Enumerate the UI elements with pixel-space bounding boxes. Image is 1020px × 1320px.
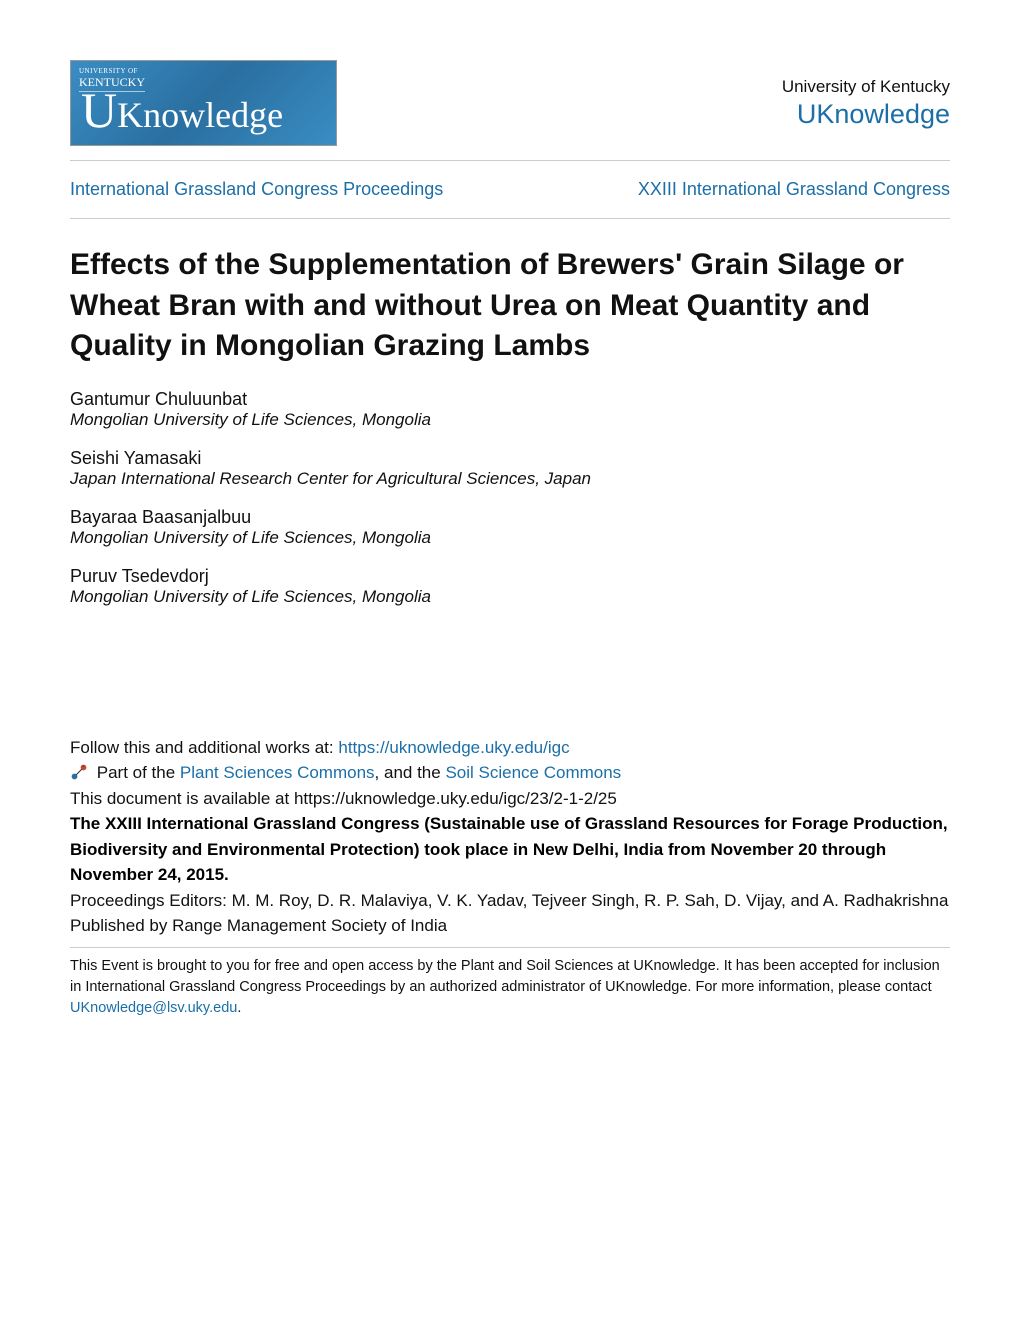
congress-link[interactable]: XXIII International Grassland Congress: [638, 179, 950, 200]
follow-line: Follow this and additional works at: htt…: [70, 735, 950, 761]
logo-small-line1: UNIVERSITY OF: [79, 67, 145, 75]
author-name: Gantumur Chuluunbat: [70, 389, 950, 410]
commons-link-1[interactable]: Plant Sciences Commons: [180, 763, 375, 782]
author-block: Puruv TsedevdorjMongolian University of …: [70, 566, 950, 607]
commons-separator: , and the: [375, 763, 446, 782]
contact-email-link[interactable]: UKnowledge@lsv.uky.edu: [70, 1000, 237, 1016]
divider: [70, 947, 950, 948]
part-of-prefix: Part of the: [97, 763, 180, 782]
proceedings-link[interactable]: International Grassland Congress Proceed…: [70, 179, 443, 200]
author-affiliation: Japan International Research Center for …: [70, 469, 950, 489]
part-of-line: Part of the Plant Sciences Commons, and …: [70, 760, 950, 786]
logo-wordmark: UKnowledge: [81, 81, 283, 139]
footer-text-before: This Event is brought to you for free an…: [70, 958, 940, 995]
divider: [70, 160, 950, 161]
cover-page: UNIVERSITY OF KENTUCKY UKnowledge Univer…: [0, 0, 1020, 1059]
author-block: Bayaraa BaasanjalbuuMongolian University…: [70, 507, 950, 548]
availability-line: This document is available at https://uk…: [70, 786, 950, 812]
spacer: [70, 625, 950, 735]
repository-link[interactable]: UKnowledge: [797, 99, 950, 130]
breadcrumb-row: International Grassland Congress Proceed…: [70, 169, 950, 210]
university-block: University of Kentucky UKnowledge: [782, 77, 950, 130]
follow-label: Follow this and additional works at:: [70, 738, 338, 757]
author-name: Puruv Tsedevdorj: [70, 566, 950, 587]
header: UNIVERSITY OF KENTUCKY UKnowledge Univer…: [70, 60, 950, 146]
author-block: Gantumur ChuluunbatMongolian University …: [70, 389, 950, 430]
metadata-block: Follow this and additional works at: htt…: [70, 735, 950, 939]
access-statement: This Event is brought to you for free an…: [70, 956, 950, 1019]
authors-list: Gantumur ChuluunbatMongolian University …: [70, 389, 950, 607]
publisher-line: Published by Range Management Society of…: [70, 913, 950, 939]
author-block: Seishi YamasakiJapan International Resea…: [70, 448, 950, 489]
commons-link-2[interactable]: Soil Science Commons: [445, 763, 621, 782]
author-name: Seishi Yamasaki: [70, 448, 950, 469]
editors-line: Proceedings Editors: M. M. Roy, D. R. Ma…: [70, 888, 950, 914]
network-icon: [70, 763, 88, 781]
author-affiliation: Mongolian University of Life Sciences, M…: [70, 587, 950, 607]
university-name: University of Kentucky: [782, 77, 950, 97]
follow-url-link[interactable]: https://uknowledge.uky.edu/igc: [338, 738, 569, 757]
uknowledge-logo[interactable]: UNIVERSITY OF KENTUCKY UKnowledge: [70, 60, 337, 146]
author-affiliation: Mongolian University of Life Sciences, M…: [70, 410, 950, 430]
author-affiliation: Mongolian University of Life Sciences, M…: [70, 528, 950, 548]
paper-title: Effects of the Supplementation of Brewer…: [70, 245, 950, 367]
footer-text-after: .: [237, 1000, 241, 1016]
congress-description: The XXIII International Grassland Congre…: [70, 811, 950, 888]
author-name: Bayaraa Baasanjalbuu: [70, 507, 950, 528]
divider: [70, 218, 950, 219]
